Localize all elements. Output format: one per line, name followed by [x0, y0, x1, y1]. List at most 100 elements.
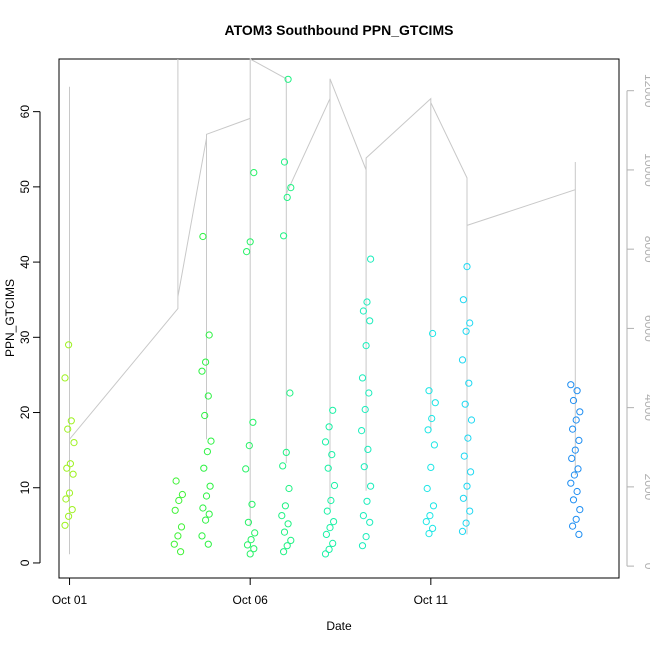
data-point: [65, 341, 73, 349]
data-point: [431, 399, 439, 407]
data-point: [244, 518, 252, 526]
data-point: [171, 506, 179, 514]
data-point: [248, 500, 256, 508]
data-point: [459, 296, 467, 304]
scatter-points: [61, 75, 584, 558]
data-point: [324, 464, 332, 472]
data-point: [358, 427, 366, 435]
data-point: [360, 463, 368, 471]
right-tick-label: 4000: [642, 394, 650, 421]
data-point: [575, 530, 583, 539]
data-point: [461, 400, 469, 408]
data-point: [198, 532, 206, 540]
left-tick-label: 30: [18, 330, 32, 344]
right-tick-label: 2000: [642, 474, 650, 501]
data-point: [458, 356, 467, 364]
right-tick-label: 6000: [642, 315, 650, 342]
data-point: [367, 482, 375, 490]
data-point: [463, 482, 471, 490]
data-point: [280, 232, 288, 240]
data-point: [462, 519, 470, 527]
data-point: [62, 495, 70, 503]
data-point: [428, 414, 436, 423]
data-point: [575, 436, 583, 444]
data-point: [67, 417, 75, 425]
data-point: [365, 389, 373, 397]
data-point: [427, 463, 435, 471]
data-point: [572, 416, 580, 424]
data-point: [199, 232, 207, 241]
data-point: [429, 502, 438, 510]
data-point: [358, 374, 367, 382]
data-point: [204, 392, 212, 400]
data-point: [363, 497, 371, 505]
right-axis: 0 2000 4000 6000 8000 10000 12000: [626, 74, 650, 570]
data-point: [569, 396, 578, 405]
data-point: [66, 460, 75, 468]
left-axis: 0 10 20 30 40 50 60: [18, 105, 41, 566]
data-point: [251, 529, 259, 537]
data-point: [172, 477, 180, 485]
right-axis-series: [69, 58, 576, 555]
data-point: [325, 545, 333, 554]
data-point: [207, 437, 215, 445]
data-point: [250, 545, 258, 553]
left-tick-label: 50: [18, 180, 32, 194]
data-point: [327, 496, 335, 505]
left-tick-label: 0: [18, 559, 32, 566]
data-point: [65, 512, 73, 520]
right-tick-label: 8000: [642, 236, 650, 263]
data-point: [460, 452, 468, 460]
data-point: [321, 550, 330, 558]
right-axis-line-series: [69, 58, 576, 555]
data-point: [367, 255, 375, 263]
data-point: [569, 496, 578, 504]
data-point: [426, 512, 434, 520]
data-point: [283, 193, 291, 201]
data-point: [362, 533, 370, 541]
data-point: [576, 408, 584, 416]
data-point: [574, 465, 582, 473]
data-point: [68, 506, 76, 514]
data-point: [203, 448, 211, 456]
data-point: [429, 329, 437, 338]
data-point: [64, 425, 72, 433]
data-point: [466, 507, 474, 515]
data-point: [283, 542, 291, 550]
data-point: [284, 75, 292, 83]
data-point: [278, 512, 286, 520]
data-point: [243, 248, 251, 256]
data-point: [280, 528, 289, 536]
data-point: [250, 169, 258, 177]
data-point: [361, 405, 369, 414]
left-tick-label: 20: [18, 406, 32, 420]
data-point: [70, 439, 78, 447]
data-point: [325, 423, 333, 431]
data-point: [175, 496, 183, 505]
data-point: [178, 490, 186, 499]
data-point: [358, 542, 367, 550]
data-point: [205, 331, 213, 339]
data-point: [423, 484, 431, 493]
data-point: [61, 374, 69, 382]
data-point: [205, 510, 213, 518]
data-point: [204, 540, 212, 548]
data-point: [281, 502, 289, 510]
data-point: [462, 327, 470, 335]
data-point: [198, 367, 206, 375]
data-point: [458, 527, 467, 536]
plot-area: [58, 58, 620, 579]
data-point: [280, 158, 289, 166]
data-point: [359, 512, 367, 520]
data-point: [200, 464, 208, 472]
left-tick-label: 40: [18, 255, 32, 269]
data-point: [247, 536, 255, 544]
data-point: [465, 379, 473, 387]
bottom-axis: Oct 01 Oct 06 Oct 11: [52, 577, 448, 607]
data-point: [572, 515, 580, 523]
data-point: [330, 481, 339, 490]
plot-frame: [58, 58, 620, 579]
data-point: [174, 532, 182, 540]
data-point: [246, 238, 254, 246]
